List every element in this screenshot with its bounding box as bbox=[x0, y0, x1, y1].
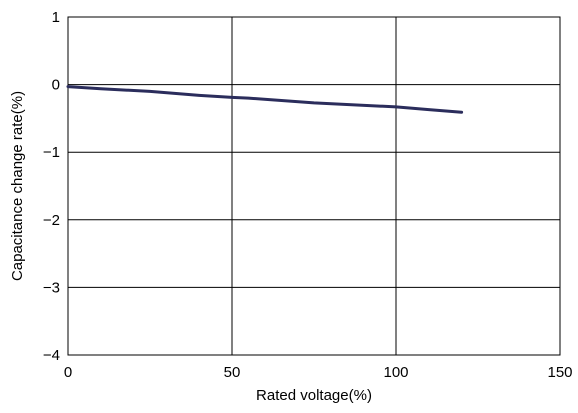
y-axis-title: Capacitance change rate(%) bbox=[9, 91, 26, 281]
y-tick-labels: 1 0 −1 −2 −3 −4 bbox=[43, 9, 60, 364]
series-line bbox=[66, 85, 464, 114]
grid-lines bbox=[67, 16, 561, 356]
y-tick-label: 1 bbox=[52, 9, 60, 26]
x-tick-labels: 0 50 100 150 bbox=[64, 364, 573, 381]
y-tick-label: −4 bbox=[43, 347, 60, 364]
y-tick-label: −2 bbox=[43, 212, 60, 229]
x-tick-label: 150 bbox=[547, 364, 572, 381]
x-tick-label: 0 bbox=[64, 364, 72, 381]
plot-area-frame bbox=[67, 16, 561, 356]
x-tick-label: 50 bbox=[224, 364, 241, 381]
x-tick-label: 100 bbox=[383, 364, 408, 381]
y-tick-label: −1 bbox=[43, 144, 60, 161]
x-axis-title: Rated voltage(%) bbox=[256, 387, 372, 404]
series-layer bbox=[66, 85, 464, 114]
y-tick-label: −3 bbox=[43, 279, 60, 296]
y-tick-label: 0 bbox=[52, 77, 60, 94]
